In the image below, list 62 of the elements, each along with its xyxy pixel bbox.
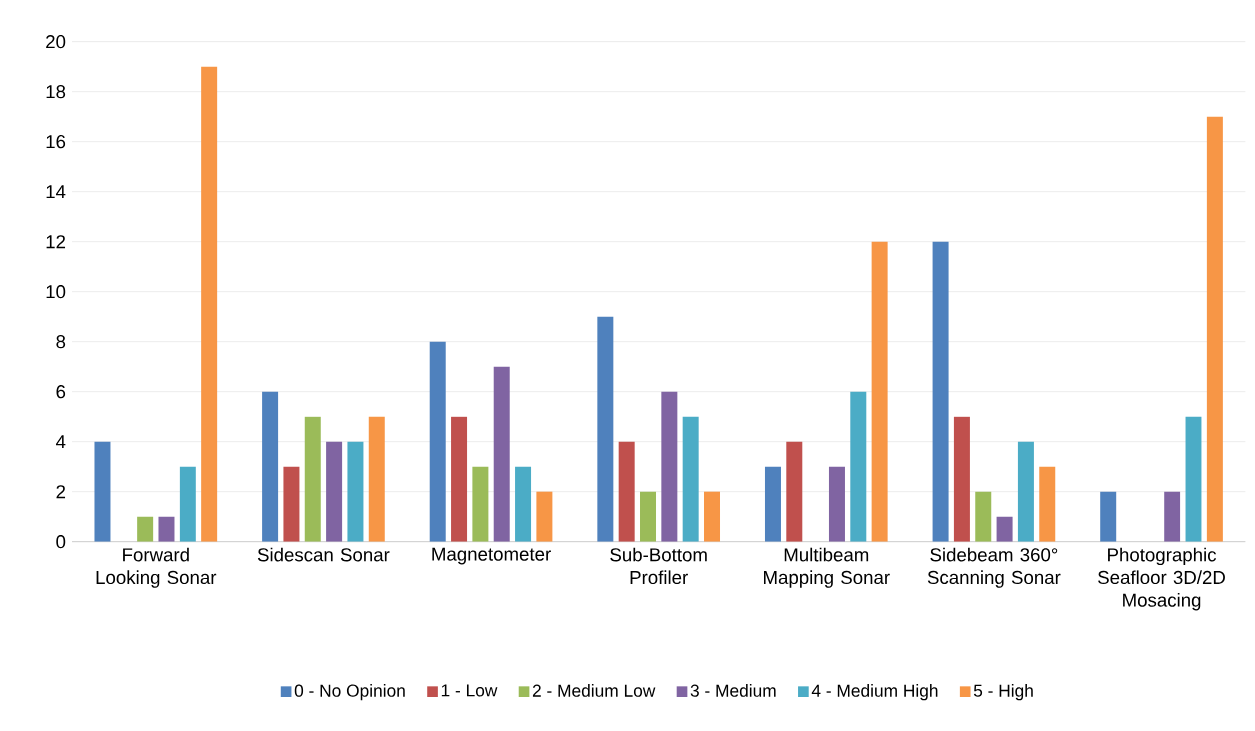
- y-tick-label: 6: [56, 385, 66, 399]
- y-tick-label: 2: [56, 485, 66, 499]
- y-tick-label: 8: [56, 335, 66, 349]
- bar: [661, 391, 678, 542]
- bar: [515, 466, 532, 542]
- legend-label: 1 - Low: [441, 684, 498, 697]
- bar: [1164, 491, 1181, 542]
- bar: [640, 491, 657, 542]
- x-tick-label: Sub-Bottom Profiler: [610, 547, 707, 585]
- bar: [451, 416, 468, 542]
- legend-label: 0 - No Opinion: [294, 684, 405, 701]
- y-tick-label: 4: [55, 435, 66, 449]
- bar: [429, 341, 446, 542]
- bar: [786, 441, 803, 542]
- x-tick-label: Magnetometer: [432, 547, 551, 565]
- y-tick-label: 10: [46, 285, 66, 299]
- bar: [158, 516, 175, 542]
- bar: [137, 516, 154, 542]
- bar: [764, 466, 781, 542]
- y-tick-label: 12: [46, 235, 66, 249]
- bar: [953, 416, 970, 542]
- bar: [179, 466, 196, 542]
- bar: [704, 491, 721, 542]
- bar: [1017, 441, 1034, 542]
- bar: [850, 391, 867, 542]
- bar: [996, 516, 1013, 542]
- x-tick-label: Forward Looking Sonar: [96, 547, 217, 588]
- bar: [1206, 116, 1223, 542]
- bar: [283, 466, 300, 542]
- bar: [1100, 491, 1117, 542]
- bar: [304, 416, 321, 542]
- bar: [618, 441, 635, 542]
- bar: [347, 441, 364, 542]
- legend-label: 2 - Medium Low: [532, 684, 656, 697]
- x-tick-label: Multibeam Mapping Sonar: [764, 547, 890, 588]
- y-tick-label: 16: [46, 135, 66, 149]
- bar: [682, 416, 699, 542]
- y-tick-label: 0: [56, 535, 66, 549]
- legend-label: 3 - Medium: [690, 684, 776, 697]
- bar: [472, 466, 489, 542]
- bar: [326, 441, 343, 542]
- bar: [932, 241, 949, 542]
- legend-label: 5 - High: [973, 684, 1033, 701]
- y-tick-label: 20: [46, 35, 66, 49]
- bar: [871, 241, 888, 542]
- y-tick-label: 18: [46, 85, 66, 99]
- legend-label: 4 - Medium High: [811, 684, 938, 701]
- bar: [493, 366, 510, 542]
- bar: [94, 441, 111, 542]
- bar: [1039, 466, 1056, 542]
- bar: [1185, 416, 1202, 542]
- bar: [262, 391, 279, 542]
- bar: [201, 66, 218, 542]
- x-tick-label: Sidebeam 360° Scanning Sonar: [927, 547, 1061, 588]
- bar: [828, 466, 845, 542]
- bar: [368, 416, 385, 542]
- bar: [536, 491, 553, 542]
- y-tick-label: 14: [46, 185, 66, 199]
- x-tick-label: Photographic Seafloor 3D/2D Mosacing: [1098, 547, 1225, 611]
- bar: [975, 491, 992, 542]
- x-tick-label: Sidescan Sonar: [257, 547, 390, 562]
- bar: [597, 316, 614, 542]
